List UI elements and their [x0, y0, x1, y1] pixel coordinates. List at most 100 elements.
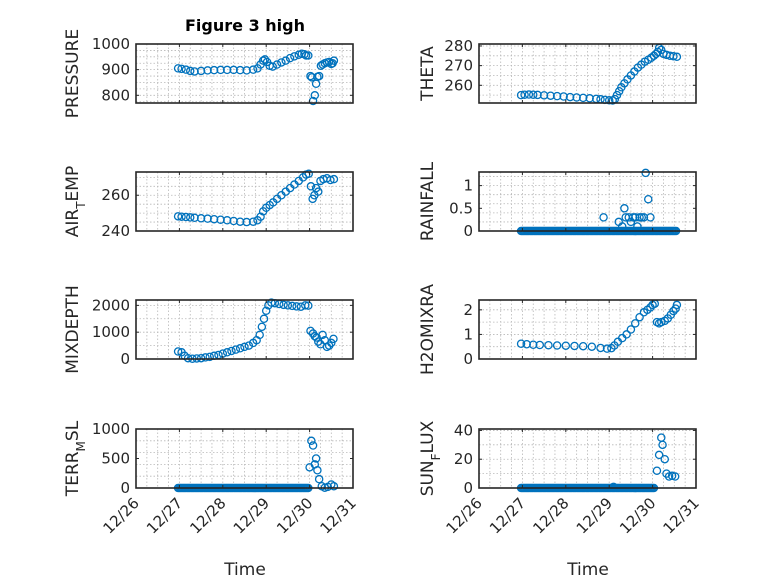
y-tick-label: 0 — [120, 479, 130, 497]
subplot-8: 0 20 40 12/26 12/27 12/28 12/29 12/30 12/31 SUNFL… — [418, 420, 703, 537]
data-point — [268, 62, 277, 71]
data-point — [314, 71, 324, 81]
data-point — [287, 301, 297, 311]
data-point — [669, 51, 678, 61]
data-point — [185, 66, 195, 76]
y-tick-label: 270 — [444, 57, 473, 75]
y-tick-label: 20 — [454, 450, 473, 468]
y-axis-label-main: RAINFALL — [418, 161, 438, 241]
data-point — [635, 312, 644, 322]
x-tick-label: 12/28 — [529, 494, 572, 537]
subplot-4: 0 0.5 1 RAINFALL — [418, 161, 697, 241]
data-point — [222, 65, 232, 75]
data-point — [633, 222, 642, 231]
y-tick-label: 0.5 — [449, 199, 473, 217]
subplot-1: 800 900 1000 PRESSURE — [63, 29, 354, 118]
data-point — [585, 94, 594, 103]
data-point — [240, 342, 249, 352]
data-point — [670, 472, 680, 481]
y-tick-label: 2000 — [92, 296, 130, 314]
y-axis-label-main: AIR — [63, 209, 83, 238]
data-point — [304, 169, 313, 179]
subplot-6: 0 1 2 H2OMIXRA — [418, 284, 697, 375]
x-tick-label: 12/31 — [660, 494, 703, 537]
data-point — [572, 93, 581, 102]
data-point — [533, 90, 542, 100]
data-point — [209, 214, 219, 224]
chart-title: Figure 3 high — [185, 16, 305, 35]
data-point — [306, 326, 315, 336]
data-point — [272, 60, 282, 69]
data-point — [235, 65, 245, 75]
data-point — [190, 67, 199, 76]
y-tick-label: 0 — [463, 479, 473, 497]
y-tick-label: 40 — [454, 421, 473, 439]
data-point — [604, 95, 614, 105]
data-point — [620, 204, 629, 213]
y-tick-label: 1 — [463, 177, 473, 195]
axes-box — [135, 43, 354, 104]
x-tick-label: 12/29 — [230, 494, 273, 537]
y-axis-label-main: PRESSURE — [63, 29, 83, 118]
data-point — [296, 302, 306, 311]
y-axis-label-tail: SL — [63, 420, 83, 441]
data-point — [216, 65, 225, 75]
x-axis-label-right: Time — [566, 560, 609, 580]
data-point — [587, 342, 597, 351]
data-point — [311, 454, 321, 463]
data-point — [626, 325, 636, 334]
data-point — [552, 341, 562, 350]
data-point — [248, 217, 258, 226]
y-axis-label-main: SUN — [418, 460, 438, 496]
data-point — [181, 212, 191, 222]
data-point — [529, 340, 538, 349]
data-point — [644, 194, 653, 204]
data-point — [306, 182, 316, 191]
data-point — [314, 474, 324, 484]
data-point — [177, 212, 186, 221]
data-point — [539, 91, 549, 100]
data-point — [300, 50, 309, 59]
data-point — [257, 322, 267, 332]
x-tick-label: 12/28 — [186, 494, 229, 537]
data-point — [185, 213, 195, 222]
data-point — [570, 341, 579, 351]
data-point — [672, 300, 682, 310]
data-point — [279, 300, 288, 310]
y-tick-label: 2 — [463, 301, 473, 319]
data-point — [329, 334, 338, 344]
data-point — [231, 345, 241, 354]
data-point — [657, 433, 666, 442]
data-point — [535, 340, 545, 350]
data-point — [304, 301, 313, 310]
data-point — [671, 304, 680, 313]
data-point — [281, 56, 290, 65]
data-point — [307, 436, 316, 446]
data-point — [630, 213, 640, 222]
data-point — [552, 91, 562, 101]
data-point — [259, 314, 269, 324]
y-tick-label: 1000 — [92, 420, 130, 438]
data-point — [222, 348, 232, 357]
axes-box — [478, 299, 697, 360]
data-point — [214, 350, 223, 360]
x-tick-label: 12/30 — [616, 494, 659, 537]
y-axis-label: THETA — [418, 46, 438, 102]
data-point — [646, 213, 655, 222]
x-tick-label: 12/26 — [443, 494, 486, 537]
data-point — [260, 55, 270, 64]
data-point — [599, 213, 608, 222]
data-point — [658, 440, 667, 450]
data-point — [660, 454, 670, 464]
y-tick-label: 1000 — [92, 323, 130, 341]
data-point — [578, 341, 588, 351]
data-point — [329, 56, 339, 65]
y-tick-label: 260 — [101, 186, 130, 204]
x-tick-label: 12/31 — [317, 494, 360, 537]
data-point — [244, 341, 254, 350]
data-point — [329, 174, 339, 184]
data-point — [669, 306, 678, 316]
axes-box — [135, 171, 354, 232]
data-point — [196, 66, 206, 76]
